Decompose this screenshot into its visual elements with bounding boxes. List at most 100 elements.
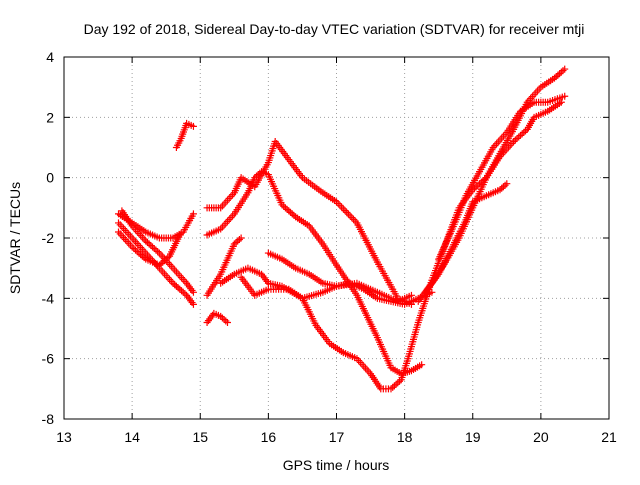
data-point-marker bbox=[218, 314, 226, 322]
data-point-marker bbox=[252, 172, 260, 180]
y-tick-label: -2 bbox=[42, 230, 55, 246]
data-point-marker bbox=[251, 174, 259, 182]
data-point-marker bbox=[217, 312, 225, 320]
data-point-marker bbox=[235, 236, 243, 244]
data-point-marker bbox=[341, 207, 349, 215]
data-point-marker bbox=[174, 284, 182, 292]
y-tick-label: 4 bbox=[46, 49, 54, 65]
series-track-g bbox=[203, 168, 426, 378]
data-point-marker bbox=[344, 210, 352, 218]
data-point-marker bbox=[290, 211, 298, 219]
data-point-marker bbox=[418, 361, 426, 369]
x-tick-label: 16 bbox=[261, 429, 277, 445]
data-point-marker bbox=[154, 248, 162, 256]
data-point-marker bbox=[138, 252, 146, 260]
data-point-marker bbox=[559, 67, 567, 75]
y-tick-label: -8 bbox=[42, 411, 55, 427]
data-point-marker bbox=[522, 127, 530, 135]
data-point-marker bbox=[130, 245, 138, 253]
data-point-marker bbox=[561, 92, 569, 100]
series-track-k bbox=[237, 98, 565, 393]
data-point-marker bbox=[140, 254, 148, 262]
data-point-marker bbox=[232, 239, 240, 247]
data-point-marker bbox=[133, 248, 141, 256]
data-point-marker bbox=[394, 379, 402, 387]
data-point-marker bbox=[343, 208, 351, 216]
data-point-marker bbox=[137, 251, 145, 259]
data-point-marker bbox=[285, 207, 293, 215]
data-point-marker bbox=[334, 200, 342, 208]
data-point-marker bbox=[496, 186, 504, 194]
data-point-marker bbox=[230, 240, 238, 248]
data-point-marker bbox=[278, 201, 286, 209]
data-point-marker bbox=[281, 204, 289, 212]
data-point-marker bbox=[551, 74, 558, 82]
data-point-marker bbox=[283, 205, 291, 213]
data-point-marker bbox=[128, 243, 136, 251]
x-tick-label: 21 bbox=[601, 429, 617, 445]
data-point-marker bbox=[510, 137, 518, 145]
data-point-marker bbox=[176, 231, 184, 239]
x-tick-label: 13 bbox=[56, 429, 72, 445]
data-point-marker bbox=[172, 282, 180, 290]
data-point-marker bbox=[189, 300, 197, 308]
series-track-c bbox=[115, 228, 184, 269]
x-tick-label: 19 bbox=[465, 429, 481, 445]
data-point-marker bbox=[561, 65, 569, 73]
data-point-marker bbox=[147, 242, 155, 250]
data-point-marker bbox=[254, 171, 262, 179]
data-point-marker bbox=[518, 130, 526, 138]
data-point-marker bbox=[396, 377, 404, 385]
tick-layer: 13 14 15 16 17 18 19 20 21 -8 -6 -4 -2 0 2 4 bbox=[42, 49, 617, 445]
data-point-marker bbox=[189, 122, 197, 130]
data-point-marker bbox=[224, 318, 231, 326]
data-point-marker bbox=[392, 380, 400, 388]
y-tick-label: -4 bbox=[42, 290, 55, 306]
series-track-n bbox=[435, 92, 569, 263]
data-point-marker bbox=[142, 237, 150, 245]
data-point-marker bbox=[554, 71, 562, 79]
data-point-marker bbox=[552, 73, 560, 81]
data-point-marker bbox=[237, 234, 245, 242]
data-point-marker bbox=[499, 183, 507, 191]
data-point-marker bbox=[346, 212, 354, 220]
y-tick-label: 2 bbox=[46, 109, 54, 125]
data-point-marker bbox=[511, 136, 519, 144]
series-track-e bbox=[172, 119, 197, 151]
data-point-marker bbox=[428, 288, 436, 296]
data-point-marker bbox=[387, 385, 395, 393]
data-point-marker bbox=[338, 203, 346, 211]
data-point-marker bbox=[189, 288, 197, 296]
data-point-marker bbox=[501, 181, 509, 189]
data-point-marker bbox=[181, 290, 189, 298]
data-point-marker bbox=[348, 214, 356, 222]
data-point-marker bbox=[557, 98, 565, 106]
data-point-marker bbox=[336, 201, 344, 209]
series-track-b bbox=[115, 219, 197, 308]
data-point-marker bbox=[155, 261, 163, 269]
data-point-marker bbox=[176, 285, 184, 293]
chart-title: Day 192 of 2018, Sidereal Day-to-day VTE… bbox=[84, 21, 585, 37]
data-point-marker bbox=[520, 128, 528, 136]
data-point-marker bbox=[171, 281, 179, 289]
x-axis-label: GPS time / hours bbox=[283, 457, 390, 473]
data-layer bbox=[115, 65, 569, 393]
data-point-marker bbox=[339, 205, 347, 213]
data-point-marker bbox=[513, 134, 521, 142]
data-point-marker bbox=[280, 202, 288, 210]
data-point-marker bbox=[516, 131, 524, 139]
data-point-marker bbox=[135, 249, 143, 257]
data-point-marker bbox=[145, 240, 153, 248]
data-point-marker bbox=[503, 180, 511, 188]
series-track-h bbox=[203, 234, 245, 299]
y-axis-label: SDTVAR / TECUs bbox=[7, 182, 23, 294]
x-tick-label: 20 bbox=[533, 429, 549, 445]
data-point-marker bbox=[350, 215, 358, 223]
x-tick-label: 14 bbox=[124, 429, 140, 445]
x-tick-label: 17 bbox=[329, 429, 345, 445]
series-track-d bbox=[118, 207, 197, 296]
series-track-o bbox=[421, 180, 511, 296]
series-track-i bbox=[203, 309, 231, 326]
data-point-marker bbox=[152, 246, 160, 254]
grid-layer bbox=[64, 57, 609, 419]
